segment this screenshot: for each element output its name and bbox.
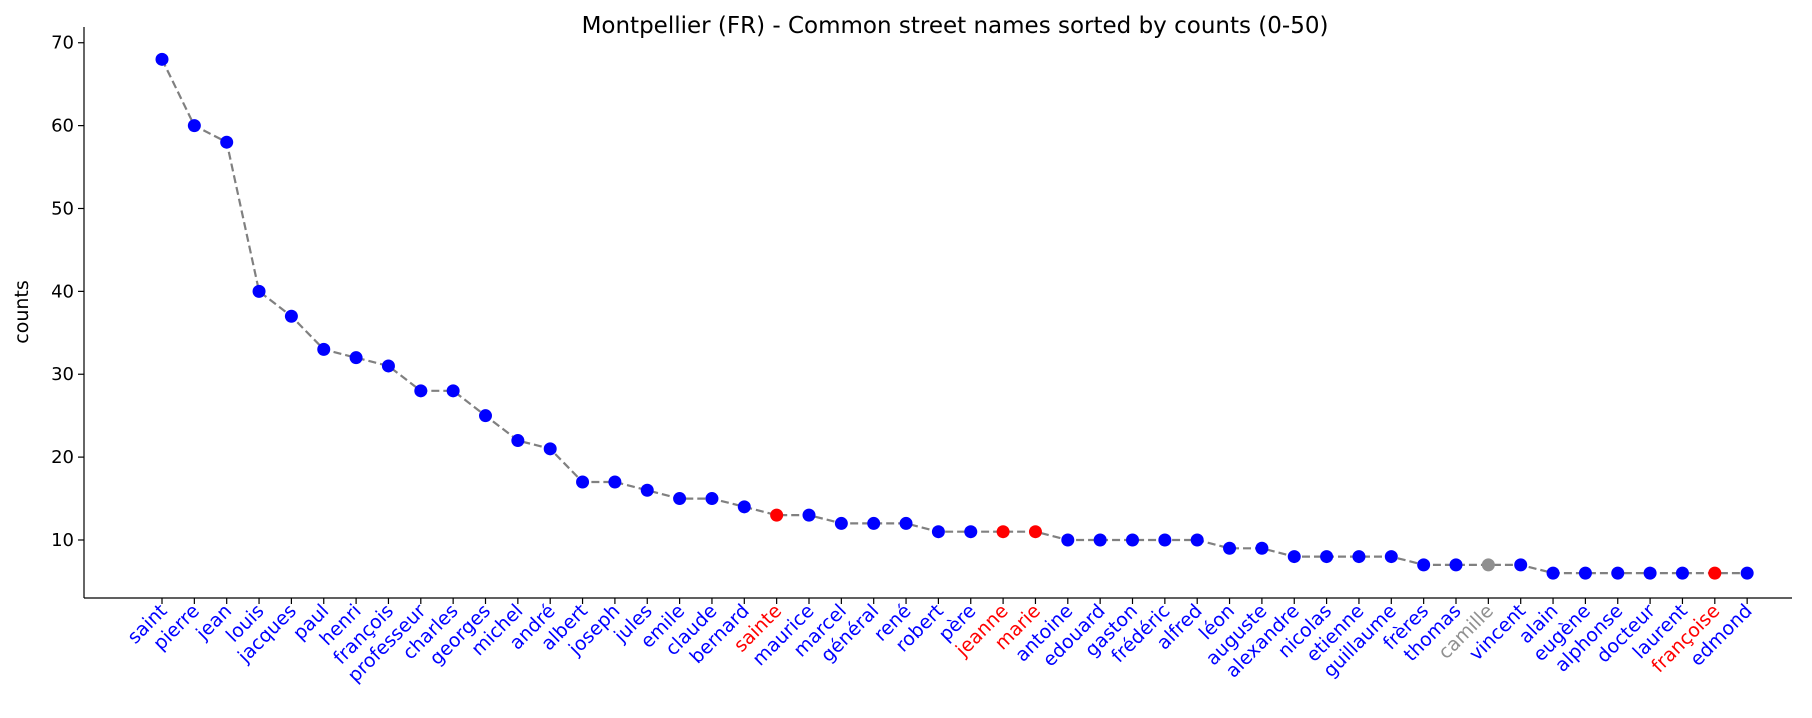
y-tick-label: 40: [51, 281, 74, 302]
data-point: [576, 475, 590, 489]
data-point: [1190, 533, 1204, 547]
data-point: [802, 508, 816, 522]
data-point: [1061, 533, 1075, 547]
y-tick-label: 60: [51, 116, 74, 137]
data-point: [1028, 525, 1042, 539]
data-point: [1384, 550, 1398, 564]
data-point: [1675, 566, 1689, 580]
data-point: [220, 135, 234, 149]
y-tick-label: 20: [51, 447, 74, 468]
data-point: [1449, 558, 1463, 572]
data-point: [770, 508, 784, 522]
data-point: [446, 384, 460, 398]
y-ticks: 10 20 30 40 50 60 70: [51, 33, 84, 551]
y-tick-label: 10: [51, 530, 74, 551]
data-point: [1126, 533, 1139, 547]
data-point: [899, 516, 913, 530]
data-point: [414, 384, 428, 398]
y-tick-label: 50: [51, 198, 74, 219]
y-axis-label: counts: [11, 280, 33, 344]
y-tick-label: 70: [51, 33, 74, 54]
chart-title: Montpellier (FR) - Common street names s…: [582, 13, 1329, 39]
data-point: [1546, 566, 1560, 580]
data-point: [155, 52, 169, 66]
x-tick-labels: saintpierrejeanlouisjacquespaulhenrifran…: [123, 598, 1757, 687]
data-point: [381, 359, 395, 373]
data-point: [737, 500, 751, 514]
data-point: [608, 475, 622, 489]
data-point: [1578, 566, 1592, 580]
data-point: [834, 516, 848, 530]
data-point: [349, 351, 363, 365]
data-point: [996, 525, 1010, 539]
data-point: [252, 284, 266, 298]
data-point: [1740, 566, 1754, 580]
data-point: [1158, 533, 1172, 547]
data-point: [1255, 541, 1269, 555]
data-point: [1287, 550, 1301, 564]
data-point: [1708, 566, 1722, 580]
data-point: [867, 516, 881, 530]
data-points: [155, 52, 1754, 580]
data-point: [511, 434, 525, 448]
data-point: [1481, 558, 1495, 572]
data-point: [1643, 566, 1657, 580]
y-tick-label: 30: [51, 364, 74, 385]
data-point: [479, 409, 492, 423]
data-point: [1611, 566, 1625, 580]
data-point: [1514, 558, 1528, 572]
data-point: [1352, 550, 1366, 564]
data-point: [640, 483, 654, 497]
data-point: [1093, 533, 1107, 547]
data-point: [1223, 541, 1237, 555]
data-point: [673, 492, 687, 506]
data-point: [187, 119, 201, 133]
data-point: [964, 525, 978, 539]
data-point: [931, 525, 945, 539]
data-point: [284, 309, 298, 323]
data-point: [1320, 550, 1334, 564]
series-line: [161, 58, 1748, 575]
data-point: [705, 492, 719, 506]
data-point: [543, 442, 557, 456]
data-point: [1417, 558, 1431, 572]
data-point: [317, 342, 331, 356]
axes: [83, 27, 1792, 599]
